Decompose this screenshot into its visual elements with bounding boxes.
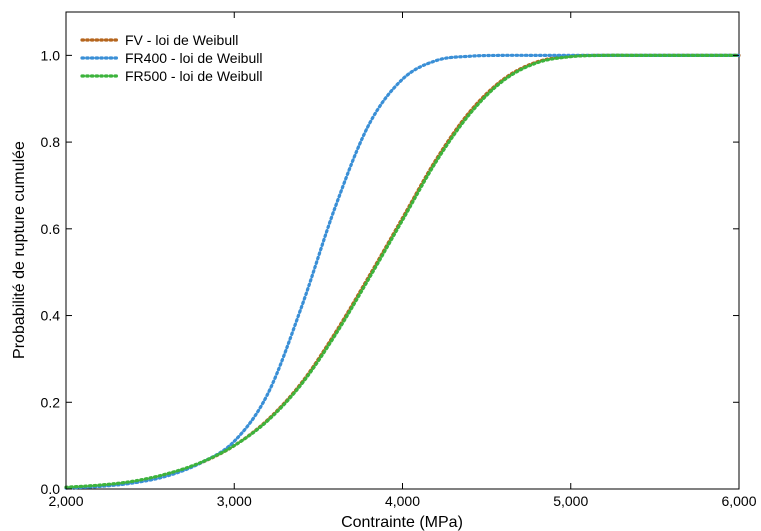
- legend: FV - loi de Weibull FR400 - loi de Weibul…: [80, 32, 262, 84]
- y-tick-label: 0.2: [41, 394, 61, 410]
- plot-area: [65, 11, 740, 490]
- y-tick-label: 0.8: [41, 134, 61, 150]
- legend-label-1: FV - loi de Weibull: [125, 32, 238, 48]
- y-tick-label: 0.6: [41, 221, 61, 237]
- x-tick-label: 6,000: [721, 493, 756, 509]
- series-line-3: [64, 53, 741, 489]
- y-axis-title: Probabilité de rupture cumulée: [11, 141, 28, 359]
- x-tick-label: 5,000: [553, 493, 588, 509]
- y-tick-label: 0.0: [41, 481, 61, 497]
- x-tick-label: 4,000: [385, 493, 420, 509]
- series-layer: [64, 53, 741, 490]
- x-tick-label: 2,000: [48, 493, 83, 509]
- y-tick-label: 1.0: [41, 47, 61, 63]
- x-tick-label: 3,000: [217, 493, 252, 509]
- legend-label-2: FR400 - loi de Weibull: [125, 50, 262, 66]
- ticks-layer: 2,000 3,000 4,000 5,000 6,000 0.0 0.2 0.4 0.6 0.8…: [41, 12, 757, 509]
- x-axis-title: Contrainte (MPa): [341, 514, 463, 531]
- y-tick-label: 0.4: [41, 308, 61, 324]
- legend-label-3: FR500 - loi de Weibull: [125, 68, 262, 84]
